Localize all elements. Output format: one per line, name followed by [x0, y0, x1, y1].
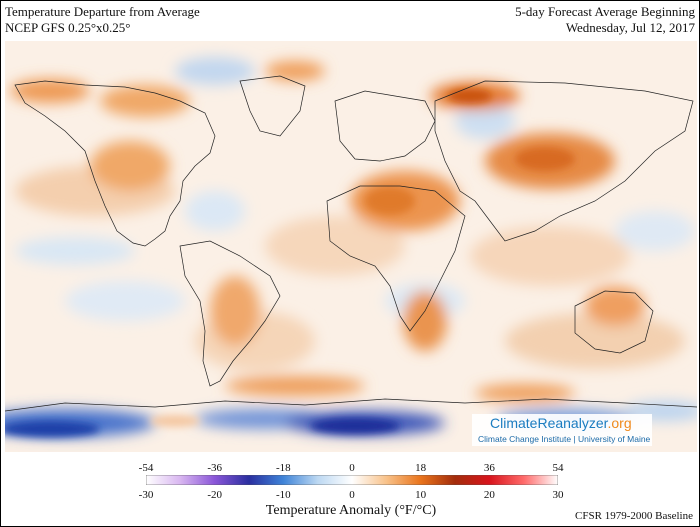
fahrenheit-tick: 0 — [349, 462, 355, 474]
fahrenheit-tick: -54 — [138, 462, 154, 474]
africa-outline — [326, 185, 466, 332]
forecast-date: Wednesday, Jul 12, 2017 — [565, 20, 695, 35]
colorbar-title: Temperature Anomaly (°F/°C) — [265, 503, 437, 518]
fahrenheit-tick: -36 — [207, 462, 222, 474]
badge-brand: ClimateReanalyzer — [490, 415, 608, 431]
celsius-tick: 10 — [415, 489, 427, 501]
greenland-outline — [239, 75, 306, 137]
forecast-label: 5-day Forecast Average Beginning — [515, 4, 695, 19]
australia-outline — [574, 290, 654, 354]
fahrenheit-tick: 36 — [483, 462, 495, 474]
anomaly-cores — [5, 89, 575, 437]
anomaly-map — [5, 41, 697, 452]
baseline-label: CFSR 1979-2000 Baseline — [575, 510, 693, 522]
climate-reanalyzer-badge[interactable]: ClimateReanalyzer.org Climate Change Ins… — [472, 414, 652, 446]
fahrenheit-tick: 18 — [415, 462, 427, 474]
celsius-tick: 30 — [552, 489, 564, 501]
anomaly-field — [5, 57, 697, 437]
asia-outline — [434, 80, 694, 242]
land-outlines — [5, 75, 697, 412]
badge-tld: .org — [607, 415, 632, 431]
badge-subtitle: Climate Change Institute | University of… — [478, 434, 651, 444]
celsius-tick: -30 — [138, 489, 154, 501]
model-label: NCEP GFS 0.25°x0.25° — [5, 20, 131, 35]
antarctica-outline — [5, 398, 697, 412]
fahrenheit-tick: -18 — [275, 462, 291, 474]
celsius-tick: -10 — [275, 489, 291, 501]
celsius-tick: 0 — [349, 489, 355, 501]
map-title: Temperature Departure from Average — [5, 4, 200, 19]
south-america-outline — [179, 240, 281, 387]
celsius-tick: 20 — [483, 489, 495, 501]
fahrenheit-tick: 54 — [552, 462, 564, 474]
europe-outline — [334, 90, 436, 162]
north-america-outline — [14, 80, 216, 247]
anomaly-colorbar — [146, 475, 558, 485]
badge-brand-text: ClimateReanalyzer.org — [490, 415, 632, 431]
celsius-tick: -20 — [207, 489, 222, 501]
